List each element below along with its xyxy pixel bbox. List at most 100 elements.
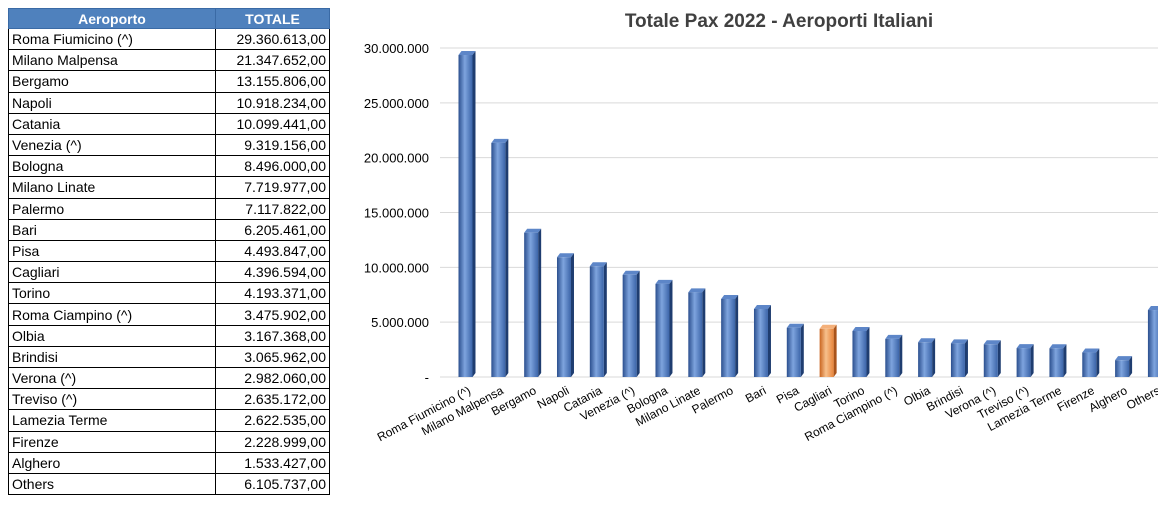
airport-name: Pisa [8, 239, 216, 263]
table-row: Lamezia Terme 2.622.535,00 [8, 409, 330, 432]
airport-total: 3.475.902,00 [215, 303, 330, 326]
airport-total: 21.347.652,00 [215, 49, 330, 72]
airport-total: 10.099.441,00 [215, 112, 330, 135]
airport-total: 3.065.962,00 [215, 345, 330, 369]
table-row: Firenze 2.228.999,00 [8, 430, 330, 453]
bar-chart: Totale Pax 2022 - Aeroporti Italiani - 5.… [364, 11, 1158, 444]
table-row: Venezia (^) 9.319.156,00 [8, 133, 330, 157]
table-row: Milano Malpensa 21.347.652,00 [8, 49, 330, 72]
bar [1115, 356, 1133, 377]
x-tick-label: Bari [743, 383, 768, 405]
airport-name: Cagliari [8, 261, 216, 284]
bar [1049, 344, 1067, 377]
y-tick-label: - [425, 370, 429, 385]
bar [556, 253, 574, 377]
table-body: Roma Fiumicino (^) 29.360.613,00 Milano Ma… [8, 27, 330, 496]
airport-total: 1.533.427,00 [215, 451, 330, 474]
airport-total: 2.622.535,00 [215, 409, 330, 432]
airport-total: 4.193.371,00 [215, 282, 330, 305]
bar [589, 262, 607, 377]
bar [918, 338, 936, 377]
airport-name: Others [8, 472, 216, 496]
airport-total: 6.205.461,00 [215, 218, 330, 241]
header-totale: TOTALE [215, 8, 330, 29]
bar [655, 279, 673, 377]
table-row: Palermo 7.117.822,00 [8, 197, 330, 220]
airport-total: 7.117.822,00 [215, 197, 330, 220]
table-row: Milano Linate 7.719.977,00 [8, 176, 330, 199]
bar [721, 294, 739, 377]
chart-title: Totale Pax 2022 - Aeroporti Italiani [625, 11, 933, 32]
bar [786, 323, 804, 377]
airport-name: Bari [8, 218, 216, 241]
airport-total: 8.496.000,00 [215, 155, 330, 178]
bar [885, 334, 903, 377]
bar [852, 327, 870, 377]
airport-total: 29.360.613,00 [215, 27, 330, 51]
bar [1016, 344, 1034, 377]
header-aeroporto: Aeroporto [8, 8, 216, 29]
airport-total: 2.635.172,00 [215, 388, 330, 411]
airport-total: 10.918.234,00 [215, 91, 330, 114]
y-tick-label: 30.000.000 [364, 41, 429, 56]
y-tick-label: 15.000.000 [364, 206, 429, 221]
bar [622, 270, 640, 377]
bar [950, 339, 968, 377]
table-row: Others 6.105.737,00 [8, 472, 330, 496]
airport-total: 6.105.737,00 [215, 472, 330, 496]
table-row: Torino 4.193.371,00 [8, 282, 330, 305]
bar [688, 288, 706, 377]
airport-name: Alghero [8, 451, 216, 474]
bar [983, 340, 1001, 377]
table-row: Alghero 1.533.427,00 [8, 451, 330, 474]
airport-name: Bergamo [8, 70, 216, 93]
table-row: Roma Ciampino (^) 3.475.902,00 [8, 303, 330, 326]
x-tick-label: Others [1124, 383, 1158, 412]
table-row: Bologna 8.496.000,00 [8, 155, 330, 178]
airport-name: Venezia (^) [8, 133, 216, 157]
airport-name: Olbia [8, 324, 216, 347]
table-row: Bergamo 13.155.806,00 [8, 70, 330, 93]
table-row: Olbia 3.167.368,00 [8, 324, 330, 347]
airport-total: 2.982.060,00 [215, 366, 330, 390]
bar [458, 51, 476, 378]
bar [524, 228, 542, 377]
table-row: Catania 10.099.441,00 [8, 112, 330, 135]
bar [491, 138, 509, 377]
y-tick-label: 20.000.000 [364, 151, 429, 166]
y-axis-ticks: - 5.000.000 10.000.000 15.000.000 20.000.000… [364, 41, 429, 385]
airport-total: 4.493.847,00 [215, 239, 330, 263]
table-row: Pisa 4.493.847,00 [8, 239, 330, 263]
table-row: Brindisi 3.065.962,00 [8, 345, 330, 369]
airport-name: Roma Ciampino (^) [8, 303, 216, 326]
table-row: Cagliari 4.396.594,00 [8, 261, 330, 284]
table-row: Roma Fiumicino (^) 29.360.613,00 [8, 27, 330, 51]
x-tick-label: Cagliari [792, 383, 834, 414]
table-row: Napoli 10.918.234,00 [8, 91, 330, 114]
table-row: Verona (^) 2.982.060,00 [8, 366, 330, 390]
airport-name: Brindisi [8, 345, 216, 369]
table-row: Treviso (^) 2.635.172,00 [8, 388, 330, 411]
airport-name: Bologna [8, 155, 216, 178]
x-tick-label: Alghero [1086, 383, 1129, 415]
airport-total: 4.396.594,00 [215, 261, 330, 284]
airport-total: 9.319.156,00 [215, 133, 330, 157]
airport-name: Firenze [8, 430, 216, 453]
airport-total: 7.719.977,00 [215, 176, 330, 199]
bar [753, 304, 771, 377]
bar [1082, 348, 1100, 377]
airport-name: Roma Fiumicino (^) [8, 27, 216, 51]
airport-total: 13.155.806,00 [215, 70, 330, 93]
airport-total: 3.167.368,00 [215, 324, 330, 347]
airport-total: 2.228.999,00 [215, 430, 330, 453]
airport-name: Palermo [8, 197, 216, 220]
y-tick-label: 10.000.000 [364, 260, 429, 275]
airport-name: Milano Linate [8, 176, 216, 199]
table-row: Bari 6.205.461,00 [8, 218, 330, 241]
airport-name: Lamezia Terme [8, 409, 216, 432]
bar [819, 324, 837, 377]
airport-name: Treviso (^) [8, 388, 216, 411]
bar [1147, 306, 1158, 377]
y-tick-label: 5.000.000 [371, 315, 429, 330]
data-table: Aeroporto TOTALE Roma Fiumicino (^) 29.36… [8, 8, 330, 496]
